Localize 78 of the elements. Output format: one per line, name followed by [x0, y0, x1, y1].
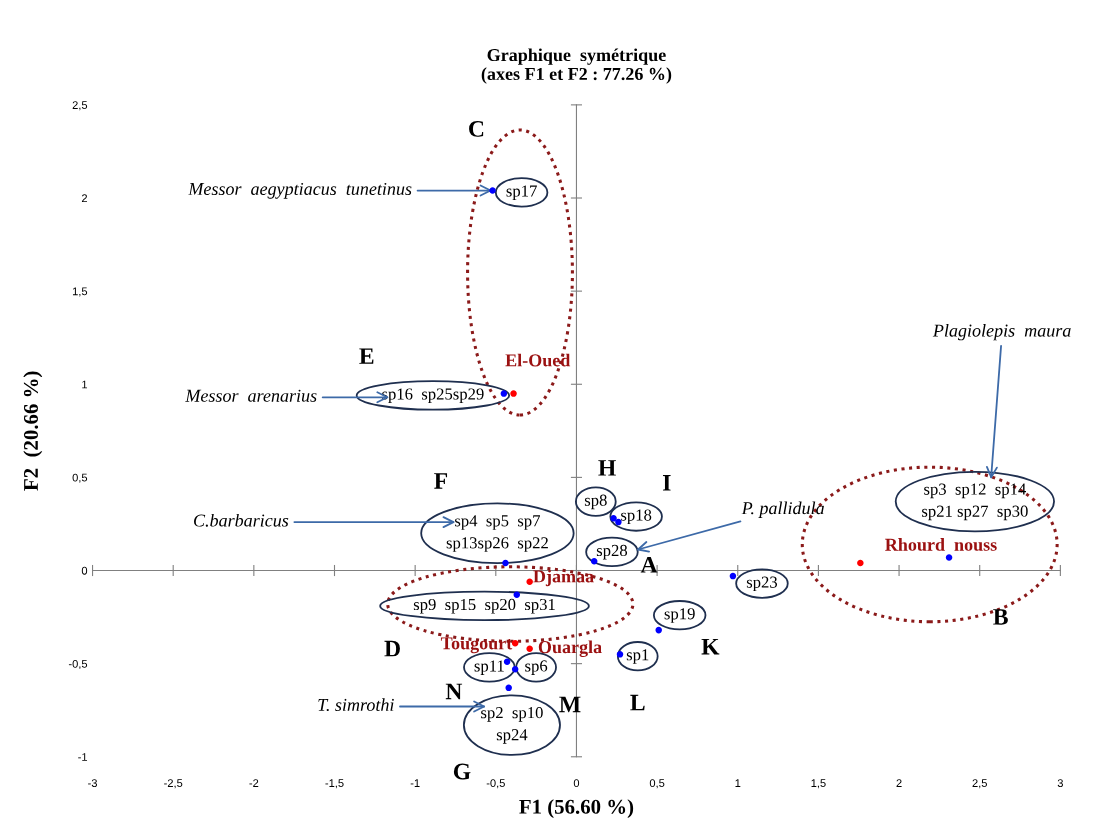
x-tick-label: -2 — [249, 779, 259, 787]
y-tick-label: -0,5 — [68, 659, 88, 670]
y-axis-title: F2 (20.66 %) — [23, 371, 43, 491]
y-tick-label: 0,5 — [72, 473, 88, 483]
annotation: sp19 — [664, 608, 695, 623]
point — [610, 515, 617, 522]
x-tick-label: -2,5 — [164, 779, 183, 789]
annotation: Plagiolepis maura — [932, 323, 1071, 341]
x-tick-label: 1,5 — [811, 779, 826, 789]
point — [526, 578, 533, 585]
y-tick-label: 2,5 — [72, 101, 88, 111]
point — [511, 665, 519, 673]
point — [945, 554, 953, 561]
annotation: A — [640, 556, 658, 573]
x-tick-label: -0,5 — [486, 779, 505, 789]
y-tick-label: 1 — [82, 380, 88, 389]
annotation: sp1 — [626, 649, 649, 664]
annotation: sp17 — [506, 185, 537, 200]
annotation: M — [559, 696, 581, 713]
point — [616, 651, 624, 658]
point — [489, 187, 496, 194]
y-tick-label: 2 — [81, 194, 88, 203]
annotation: sp28 — [596, 544, 628, 560]
point — [502, 559, 509, 567]
annotation: C.barbaricus — [194, 513, 289, 527]
annotation: T. simrothi — [318, 698, 394, 712]
annotation: N — [445, 683, 463, 700]
x-tick-label: 1 — [735, 779, 741, 787]
annotation: L — [630, 694, 645, 711]
x-tick-label: -1 — [410, 779, 420, 787]
point — [505, 684, 512, 692]
point — [503, 658, 511, 666]
y-tick-label: 0 — [81, 566, 88, 575]
point — [500, 390, 508, 397]
x-tick-label: 2,5 — [972, 779, 987, 789]
annotation: C — [469, 120, 484, 137]
annotation: D — [384, 640, 400, 657]
annotation: sp18 — [621, 509, 652, 525]
point — [590, 557, 598, 565]
point — [857, 559, 864, 567]
annotation: P. pallidula — [741, 501, 824, 518]
y-tick-label: 1,5 — [72, 287, 88, 297]
point — [729, 572, 737, 580]
annotation: I — [662, 475, 671, 491]
annotation: sp4 sp5 sp7 sp13sp26 sp22 — [446, 515, 548, 552]
annotation: Messor arenarius — [185, 389, 317, 402]
annotation: sp8 — [584, 494, 607, 510]
x-tick-label: 2 — [896, 779, 902, 787]
annotation: H — [598, 460, 616, 476]
annotation: El-Oued — [505, 353, 571, 367]
annotation: Ouargla — [538, 640, 602, 658]
annotation: sp3 sp12 sp14 sp21 sp27 sp30 — [922, 483, 1028, 521]
x-tick-label: 3 — [1057, 779, 1063, 788]
annotation: Messor aegyptiacus tunetinus — [188, 182, 412, 199]
annotation: sp9 sp15 sp20 sp31 — [413, 598, 555, 614]
x-tick-label: 0,5 — [649, 779, 665, 789]
point — [513, 591, 521, 598]
annotation: sp6 — [525, 660, 548, 675]
x-tick-label: -1,5 — [325, 779, 344, 789]
point — [655, 626, 662, 634]
annotation: sp11 — [474, 660, 504, 675]
annotation: Tougourt — [440, 637, 513, 654]
annotation: F — [434, 473, 448, 489]
text: G — [453, 763, 471, 780]
annotation: sp23 — [746, 576, 778, 592]
point — [510, 390, 517, 397]
x-tick-label: 0 — [573, 779, 580, 788]
x-tick-label: -3 — [88, 779, 97, 788]
annotation: K — [701, 638, 720, 655]
annotation: sp2 sp10 sp24 — [481, 707, 543, 744]
y-tick-label: -1 — [78, 753, 88, 761]
annotation: Djamaa — [533, 569, 594, 587]
chart-title: Graphique symétrique (axes F1 et F2 : 77.26 %) — [481, 48, 672, 84]
x-axis-title: F1 (56.60 %) — [519, 799, 634, 819]
annotation: B — [993, 609, 1008, 625]
annotation: Rhourd nouss — [885, 538, 997, 551]
annotation: E — [359, 348, 374, 364]
point — [526, 645, 533, 653]
